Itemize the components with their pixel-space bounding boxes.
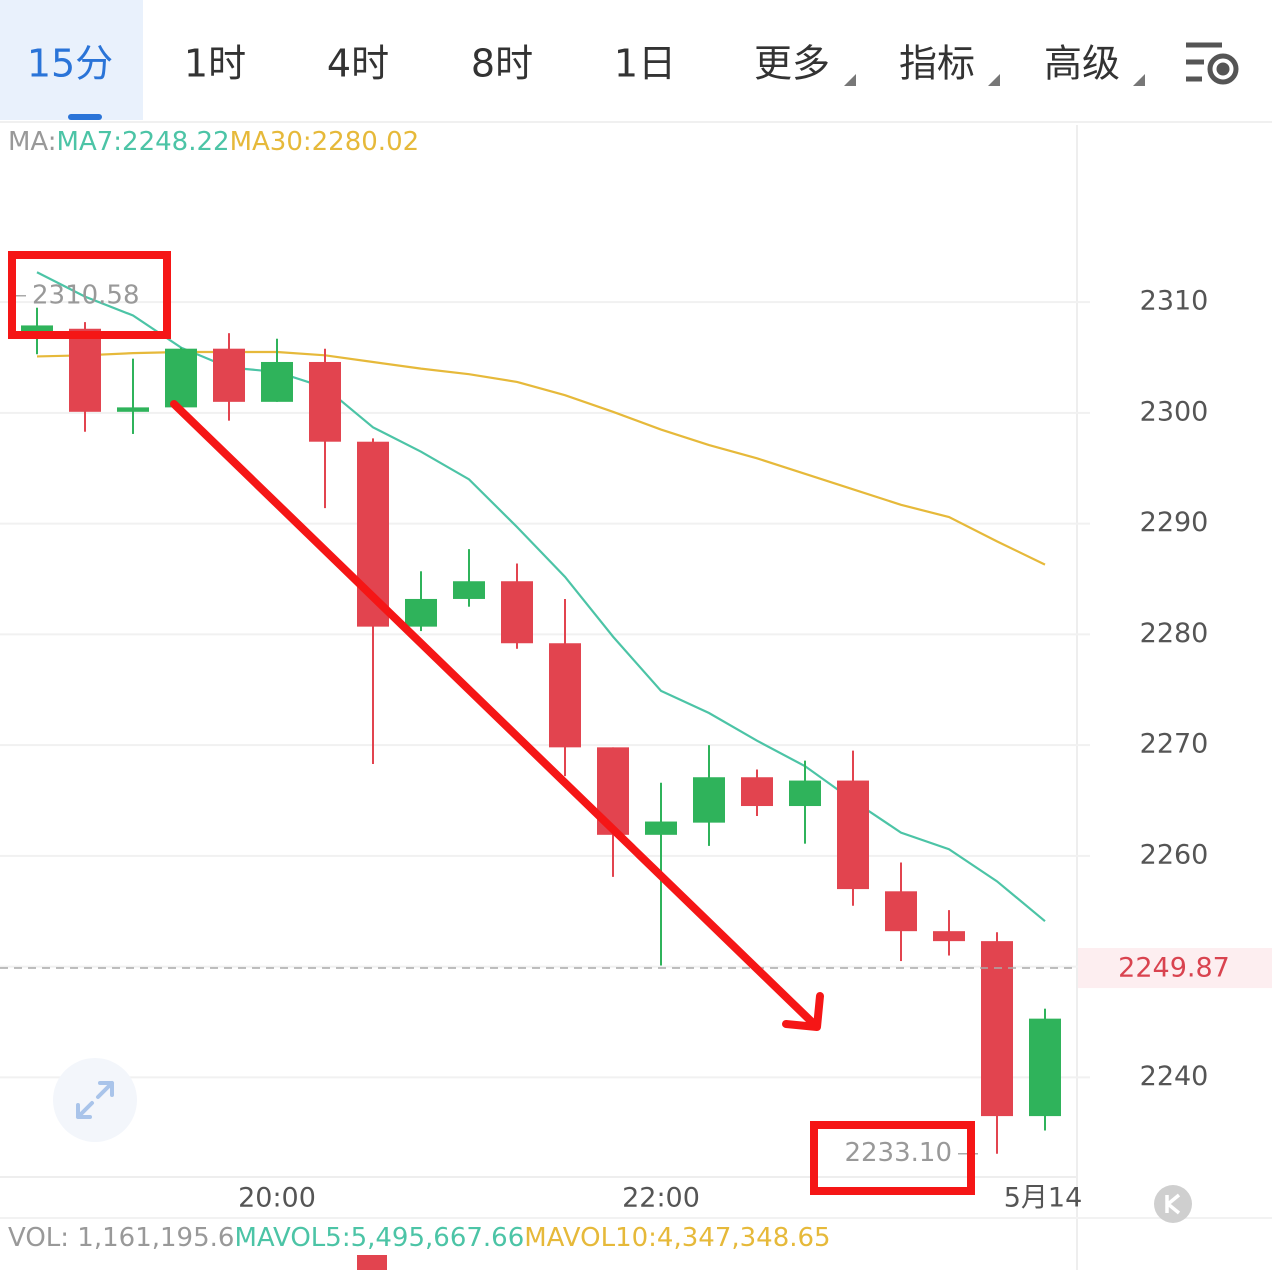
x-tick-label: 20:00 (238, 1183, 316, 1214)
candle-body (837, 780, 869, 890)
candle-body (501, 581, 533, 644)
trend-arrow (170, 400, 820, 1030)
candle-body (741, 777, 773, 807)
y-tick-label: 2280 (1140, 618, 1209, 649)
tab[interactable]: 4时 (327, 42, 389, 86)
indicator-legend: MA:MA7:2248.22MA30:2280.02 (8, 127, 419, 157)
k-button[interactable] (1154, 1185, 1192, 1223)
dropdown-caret (988, 74, 1000, 86)
legend-entry: MA: (8, 127, 57, 157)
candle-body (981, 941, 1013, 1117)
last-price-label: 2249.87 (1118, 953, 1230, 984)
tab[interactable]: 更多 (754, 42, 830, 86)
active-tab-bg (0, 0, 143, 120)
icon-gear (1207, 53, 1239, 85)
highlight-box (8, 251, 171, 339)
candle-body (309, 361, 341, 442)
candle-body (261, 361, 293, 402)
dropdown-caret (844, 74, 856, 86)
labels: 22402250226022702280229023002310MA:MA7:2… (8, 127, 1272, 1253)
active-tab-indicator (68, 114, 102, 120)
legend-entry: VOL: 1,161,195.6 (8, 1223, 234, 1253)
settings-icon[interactable] (1186, 42, 1239, 85)
candle-body (693, 777, 725, 823)
candle-body (549, 643, 581, 748)
max-marker-label: 2310.58 (32, 280, 140, 310)
tab-bar: 15分 1时 4时 8时 1日 更多 指标 高级 (27, 42, 1120, 86)
tab[interactable]: 15分 (27, 42, 113, 86)
k-glyph (1165, 1193, 1181, 1215)
annotation (8, 251, 975, 1195)
legend-entry: MAVOL5:5,495,667.66 (234, 1223, 524, 1253)
volume-bar-partial (357, 1255, 387, 1270)
y-tick-label: 2290 (1140, 507, 1209, 538)
grid (0, 301, 1090, 1079)
arrow-head (782, 992, 824, 1031)
tab[interactable]: 8时 (471, 42, 533, 86)
candle-body (213, 348, 245, 402)
candle-body (933, 931, 965, 942)
ma-line (36, 271, 1046, 923)
candle-body (885, 891, 917, 932)
expand-arrows (76, 1081, 114, 1119)
candle-body (21, 325, 53, 333)
y-tick-label: 2300 (1140, 396, 1209, 427)
dropdown-caret (1133, 74, 1145, 86)
tab[interactable]: 1时 (184, 42, 246, 86)
legend-entry: MA30:2280.02 (230, 127, 420, 157)
plot (0, 271, 1077, 1154)
candle-body (453, 581, 485, 599)
candle-body (789, 780, 821, 807)
y-tick-label: 2260 (1140, 839, 1209, 870)
highlight-box (810, 1121, 975, 1195)
candle-body (69, 328, 101, 412)
ma-line (36, 350, 1046, 566)
expand-bg (53, 1058, 137, 1142)
legend-entry: MAVOL10:4,347,348.65 (524, 1223, 830, 1253)
k-button-bg (1154, 1185, 1192, 1223)
candle-body (117, 407, 149, 412)
candle-body (165, 348, 197, 408)
candle-body (645, 821, 677, 835)
legend-entry: MA7:2248.22 (57, 127, 230, 157)
x-tick-label: 22:00 (622, 1183, 700, 1214)
indicator-legend: VOL: 1,161,195.6MAVOL5:5,495,667.66MAVOL… (8, 1223, 831, 1253)
min-marker-label: 2233.10 (844, 1138, 952, 1168)
y-tick-label: 2240 (1140, 1061, 1209, 1092)
x-tick-label: 5月14 (1004, 1183, 1083, 1214)
candle-body (1029, 1018, 1061, 1117)
tab[interactable]: 指标 (899, 42, 975, 86)
y-tick-label: 2270 (1140, 729, 1209, 760)
candle-body (405, 598, 437, 627)
tab[interactable]: 高级 (1044, 42, 1120, 86)
expand-button[interactable] (53, 1058, 137, 1142)
icon-gear-center (1216, 62, 1230, 76)
tab[interactable]: 1日 (614, 42, 676, 86)
y-tick-label: 2310 (1140, 286, 1209, 317)
last-price-bg (1078, 948, 1272, 989)
